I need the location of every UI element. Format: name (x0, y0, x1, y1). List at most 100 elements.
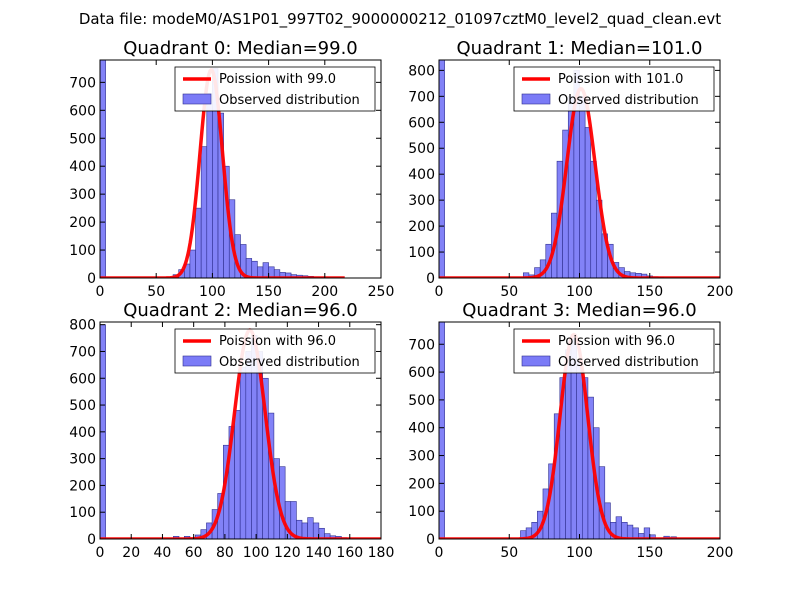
x-tick-label: 50 (500, 545, 518, 561)
plot-area (100, 60, 346, 278)
x-tick-label: 20 (122, 545, 140, 561)
y-tick-label: 700 (408, 89, 435, 105)
x-tick-label: 0 (435, 284, 444, 300)
histogram-bar (195, 207, 202, 278)
y-tick-label: 700 (69, 344, 96, 360)
panel-title: Quadrant 1: Median=101.0 (457, 38, 703, 59)
y-tick-label: 700 (408, 337, 435, 353)
y-tick-label: 500 (69, 131, 96, 147)
panel-title: Quadrant 0: Median=99.0 (123, 38, 358, 59)
legend-bars-label: Observed distribution (219, 355, 360, 370)
legend-bar-swatch (521, 355, 551, 367)
legend-line-label: Poission with 96.0 (558, 334, 675, 349)
y-tick-label: 300 (408, 193, 435, 209)
legend-line-label: Poission with 99.0 (219, 72, 336, 87)
y-tick-label: 500 (408, 141, 435, 157)
x-tick-label: 150 (255, 284, 282, 300)
x-tick-label: 40 (154, 545, 172, 561)
panel-quadrant-1: Quadrant 1: Median=101.0 0 50 100 150 200 0 100… (408, 38, 733, 300)
histogram-bar (439, 60, 445, 278)
x-tick-label: 0 (435, 545, 444, 561)
legend-bars-label: Observed distribution (558, 93, 699, 108)
y-tick-label: 500 (408, 393, 435, 409)
x-tick-label: 80 (216, 545, 234, 561)
panel-quadrant-0: Quadrant 0: Median=99.0 0 50 100 150 200 250 0 1… (69, 38, 394, 300)
legend: Poission with 96.0 Observed distribution (513, 328, 715, 374)
y-tick-label: 300 (408, 449, 435, 465)
histogram-bar (626, 524, 634, 539)
x-tick-label: 200 (311, 284, 338, 300)
y-tick-label: 200 (408, 476, 435, 492)
legend-bar-swatch (521, 93, 551, 105)
panel-quadrant-3: Quadrant 3: Median=96.0 0 50 100 150 200 0 100 2… (408, 300, 733, 561)
plot-frame (99, 59, 382, 279)
legend: Poission with 101.0 Observed distribution (513, 66, 715, 112)
x-tick-label: 180 (368, 545, 395, 561)
y-tick-label: 600 (69, 371, 96, 387)
plot-frame (99, 321, 382, 540)
histogram-bar (189, 249, 196, 278)
legend-line-label: Poission with 101.0 (558, 72, 683, 87)
x-tick-label: 100 (566, 284, 593, 300)
y-tick-label: 800 (408, 63, 435, 79)
y-tick-label: 100 (408, 504, 435, 520)
x-tick-label: 0 (96, 284, 105, 300)
y-tick-label: 500 (69, 398, 96, 414)
x-tick-label: 200 (707, 545, 734, 561)
histogram-bar (565, 349, 572, 539)
y-tick-label: 200 (69, 215, 96, 231)
y-tick-label: 400 (69, 425, 96, 441)
x-tick-label: 150 (636, 284, 663, 300)
y-tick-label: 400 (69, 159, 96, 175)
legend: Poission with 99.0 Observed distribution (174, 66, 376, 112)
y-tick-label: 100 (69, 505, 96, 521)
x-tick-label: 50 (500, 284, 518, 300)
x-tick-label: 160 (336, 545, 363, 561)
legend-bar-swatch (182, 93, 212, 105)
histogram-bar (251, 260, 258, 278)
histogram-bar (301, 522, 308, 539)
legend-bars-label: Observed distribution (219, 93, 360, 108)
y-tick-label: 0 (87, 271, 96, 287)
histogram-bar (100, 60, 106, 278)
y-tick-label: 600 (408, 115, 435, 131)
y-tick-label: 100 (408, 245, 435, 261)
y-tick-label: 400 (408, 167, 435, 183)
x-tick-label: 120 (274, 545, 301, 561)
poisson-curve (100, 68, 346, 278)
x-tick-label: 140 (305, 545, 332, 561)
x-tick-label: 100 (566, 545, 593, 561)
x-tick-label: 250 (368, 284, 395, 300)
y-tick-label: 300 (69, 187, 96, 203)
y-tick-label: 600 (69, 103, 96, 119)
histogram-bar (245, 351, 252, 539)
x-tick-label: 100 (243, 545, 270, 561)
x-tick-label: 150 (636, 545, 663, 561)
histogram-bar (576, 360, 583, 539)
figure-suptitle: Data file: modeM0/AS1P01_997T02_90000002… (79, 10, 721, 29)
histogram-bar (439, 322, 445, 539)
x-tick-label: 200 (707, 284, 734, 300)
histogram-bar (234, 410, 241, 539)
legend-bar-swatch (182, 355, 212, 367)
panel-quadrant-2: Quadrant 2: Median=96.00 20 40 60 80 100 120 14… (69, 300, 394, 561)
panel-title: Quadrant 3: Median=96.0 (462, 300, 697, 321)
y-tick-label: 200 (69, 478, 96, 494)
y-tick-label: 700 (69, 75, 96, 91)
x-tick-label: 100 (199, 284, 226, 300)
panel-title: Quadrant 2: Median=96.0 (123, 300, 358, 321)
legend-bars-label: Observed distribution (558, 355, 699, 370)
x-tick-label: 0 (96, 545, 105, 561)
histogram-bar (262, 262, 269, 278)
histogram-bar (579, 96, 586, 278)
histogram-bar (239, 367, 247, 539)
y-tick-label: 0 (426, 271, 435, 287)
y-tick-label: 800 (69, 318, 96, 334)
y-tick-label: 0 (87, 532, 96, 548)
histogram-bar (200, 146, 208, 278)
histogram-bar (584, 127, 592, 278)
histogram-bar (312, 522, 320, 539)
y-tick-label: 100 (69, 243, 96, 259)
histogram-bar (206, 93, 213, 278)
